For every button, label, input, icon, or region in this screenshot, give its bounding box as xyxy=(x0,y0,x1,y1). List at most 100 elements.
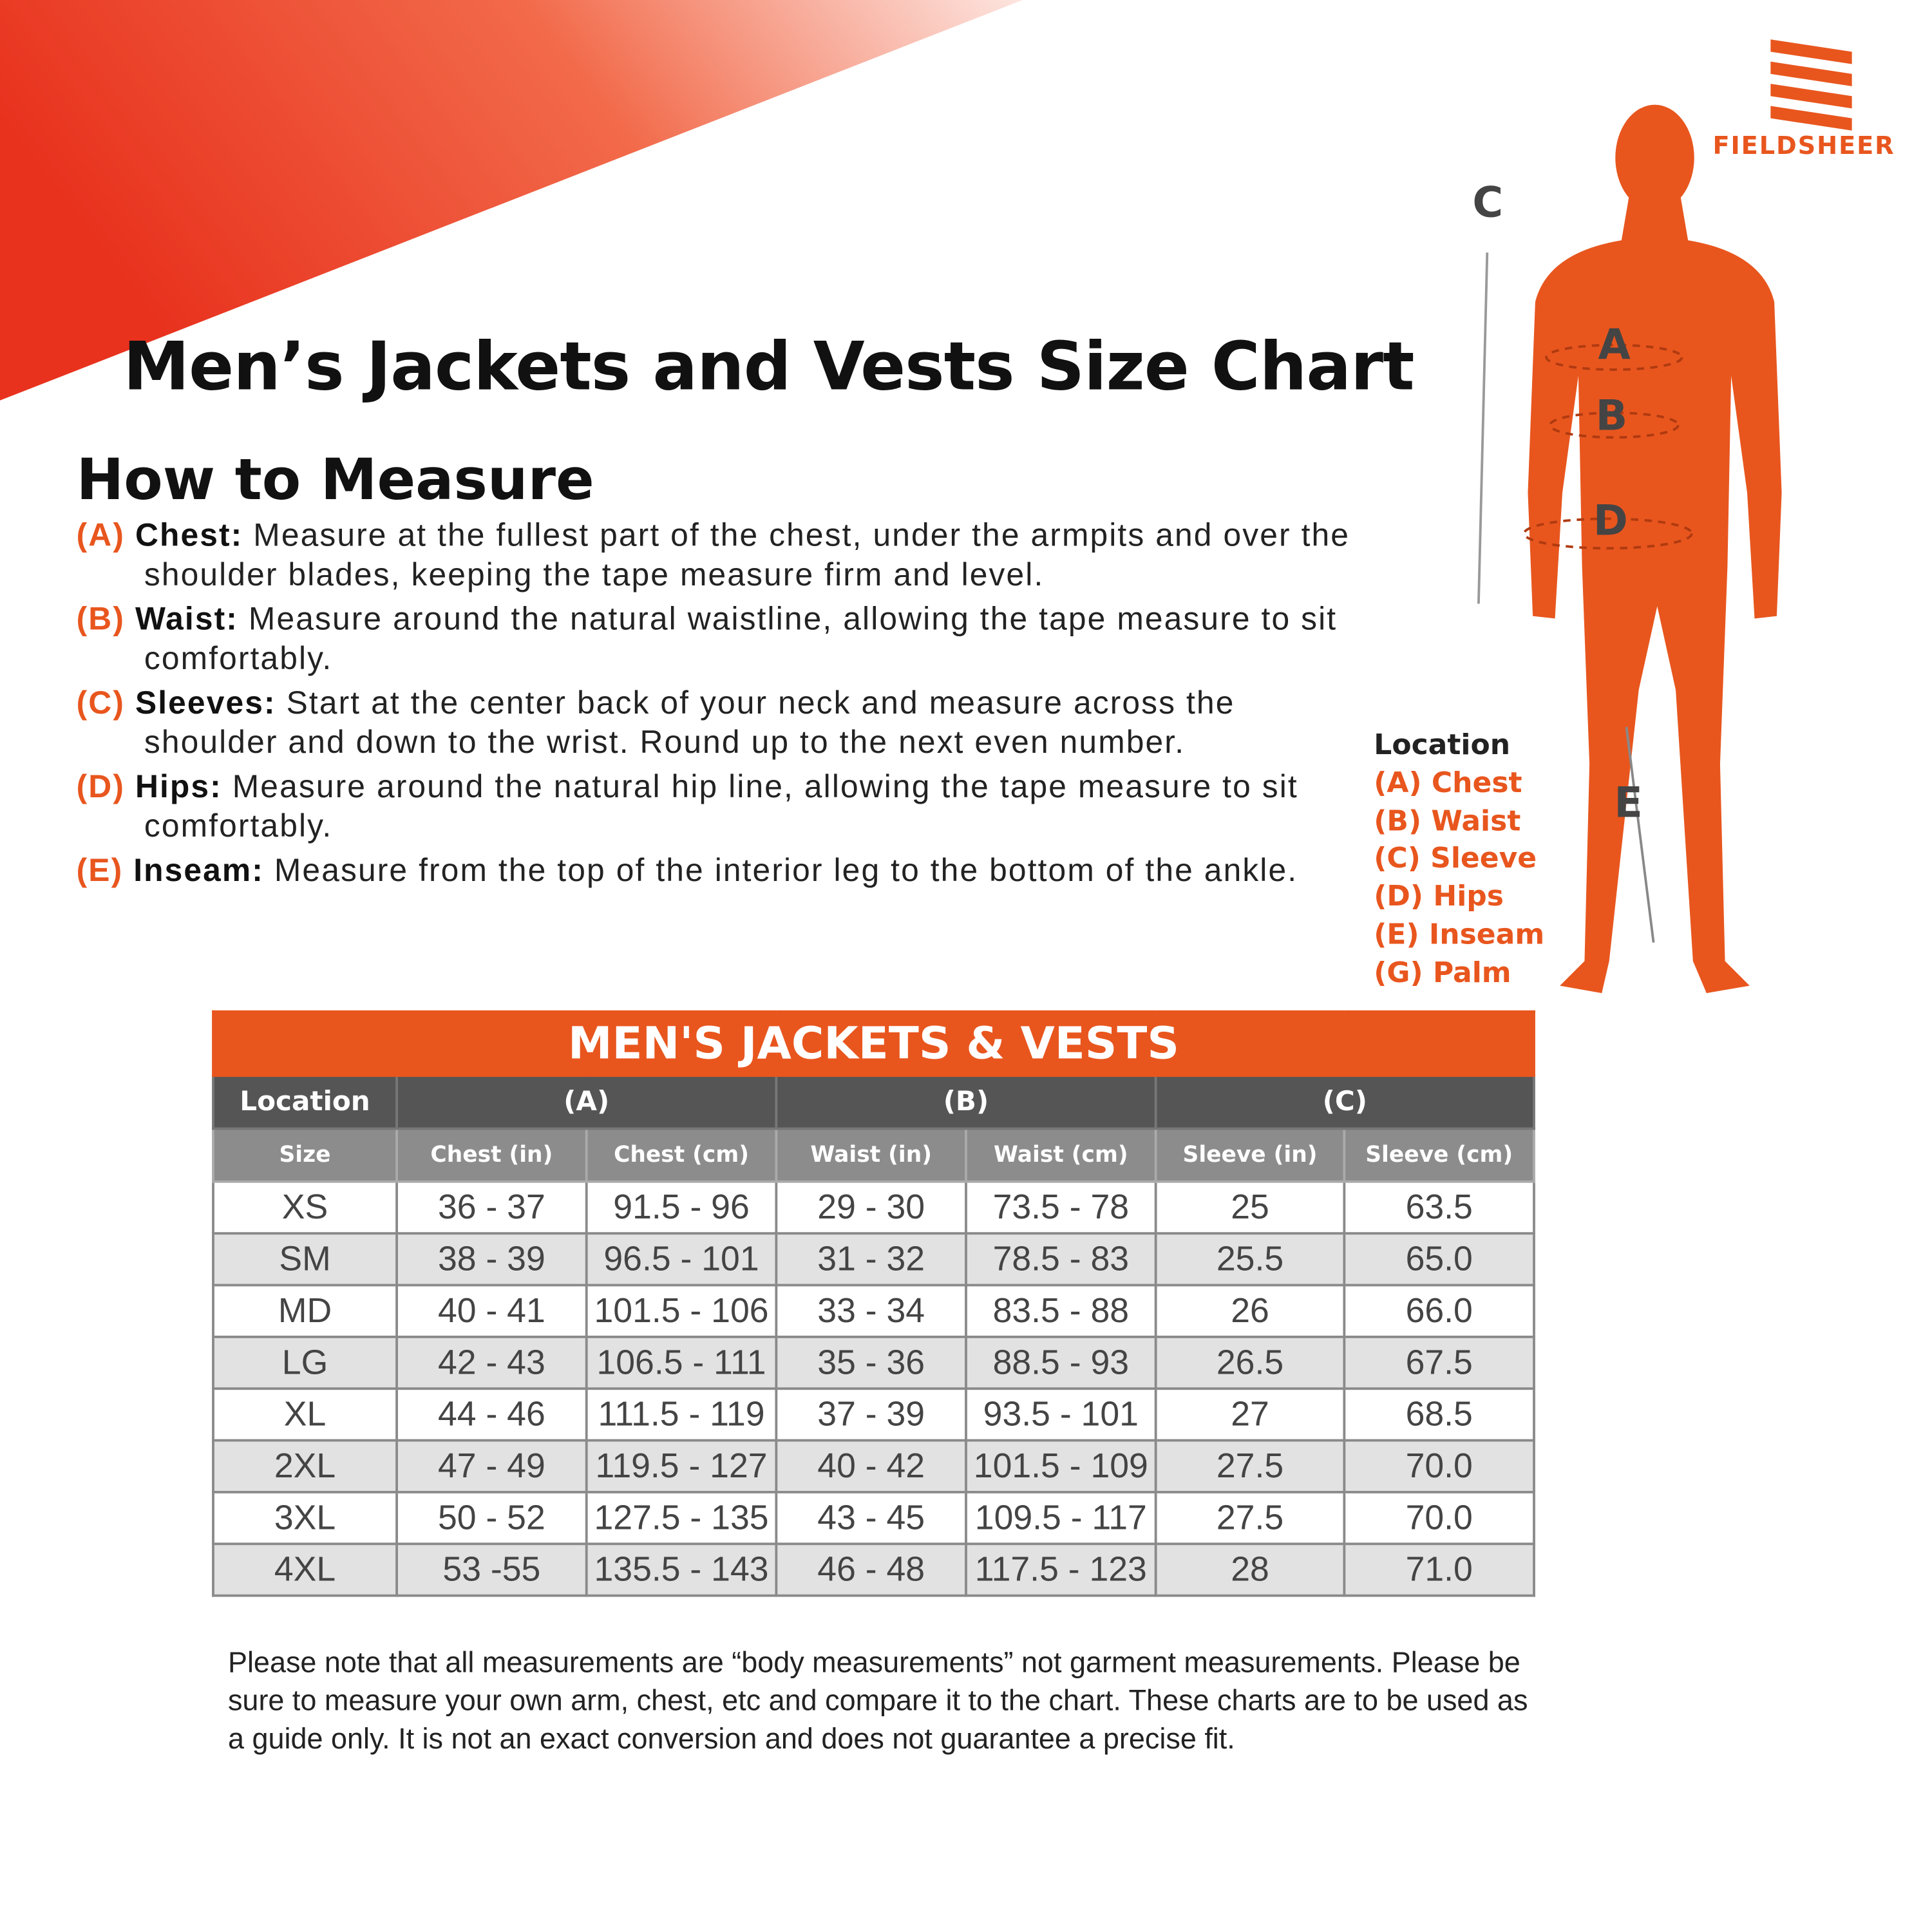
item-text: Measure at the fullest part of the chest… xyxy=(144,516,1350,593)
table-row: MD 40 - 41 101.5 - 106 33 - 34 83.5 - 88 26 66… xyxy=(212,1283,1535,1338)
table-cell: 31 - 32 xyxy=(775,1232,967,1287)
table-row: LG 42 - 43 106.5 - 111 35 - 36 88.5 - 93 26.5… xyxy=(212,1335,1535,1390)
group-header: (A) xyxy=(395,1074,778,1130)
table-cell: 37 - 39 xyxy=(775,1387,967,1442)
table-cell: 42 - 43 xyxy=(395,1335,588,1390)
figure-label: E xyxy=(1614,779,1643,828)
banner-shape xyxy=(0,0,1023,401)
table-cell: 117.5 - 123 xyxy=(965,1542,1157,1597)
table-cell: 27.5 xyxy=(1154,1439,1346,1493)
size-table: MEN'S JACKETS & VESTS Location (A) (B) (C) Si… xyxy=(212,1010,1535,1597)
table-cell: 38 - 39 xyxy=(395,1232,588,1287)
table-cell: 83.5 - 88 xyxy=(965,1283,1157,1338)
table-cell: MD xyxy=(212,1283,398,1338)
table-cell: 65.0 xyxy=(1343,1232,1535,1287)
item-name: Chest: xyxy=(135,516,243,554)
table-cell: 101.5 - 109 xyxy=(965,1439,1157,1493)
table-cell: XL xyxy=(212,1387,398,1442)
item-text: Measure from the top of the interior leg… xyxy=(274,851,1298,889)
legend-title: Location xyxy=(1374,729,1511,762)
table-cell: 93.5 - 101 xyxy=(965,1387,1157,1442)
table-cell: SM xyxy=(212,1232,398,1287)
item-name: Hips: xyxy=(135,767,222,805)
table-cell: 127.5 - 135 xyxy=(585,1491,778,1546)
table-row: 4XL 53 -55 135.5 - 143 46 - 48 117.5 - 123 28… xyxy=(212,1542,1535,1597)
item-text: Measure around the natural waistline, al… xyxy=(144,600,1338,677)
table-cell: 43 - 45 xyxy=(775,1491,967,1546)
column-header: Sleeve (cm) xyxy=(1343,1127,1535,1183)
table-cell: 35 - 36 xyxy=(775,1335,967,1390)
measure-item: (B) Waist: Measure around the natural wa… xyxy=(77,599,1358,677)
figure xyxy=(1477,104,1782,994)
group-row: Location (A) (B) (C) xyxy=(212,1074,1535,1130)
table-cell: 109.5 - 117 xyxy=(965,1491,1157,1546)
item-name: Sleeves: xyxy=(135,683,276,721)
item-label: (C) xyxy=(76,683,126,721)
item-text: Measure around the natural hip line, all… xyxy=(144,767,1298,844)
table-cell: 33 - 34 xyxy=(775,1283,967,1338)
legend-item: (E) Inseam xyxy=(1374,919,1545,952)
table-cell: 26.5 xyxy=(1154,1335,1346,1390)
item-label: (B) xyxy=(76,600,126,638)
table-cell: 36 - 37 xyxy=(395,1180,588,1235)
measure-item: (C) Sleeves: Start at the center back of… xyxy=(77,683,1358,761)
column-header: Sleeve (in) xyxy=(1154,1127,1346,1183)
table-cell: 27 xyxy=(1154,1387,1346,1442)
table-row: SM 38 - 39 96.5 - 101 31 - 32 78.5 - 83 25.5 6… xyxy=(212,1232,1535,1287)
measure-list: (A) Chest: Measure at the fullest part o… xyxy=(77,515,1358,895)
table-row: 2XL 47 - 49 119.5 - 127 40 - 42 101.5 - 109 2… xyxy=(212,1439,1535,1493)
legend-item: (C) Sleeve xyxy=(1374,843,1537,876)
table-row: 3XL 50 - 52 127.5 - 135 43 - 45 109.5 - 117 2… xyxy=(212,1491,1535,1546)
item-label: (E) xyxy=(76,851,124,889)
table-row: XS 36 - 37 91.5 - 96 29 - 30 73.5 - 78 25 63.5 xyxy=(212,1180,1535,1235)
location-legend: Location (A) Chest (B) Waist (C) Sleeve (D)… xyxy=(1374,727,1544,992)
column-header: Size xyxy=(212,1127,398,1183)
table-cell: 50 - 52 xyxy=(395,1491,588,1546)
column-header: Chest (in) xyxy=(395,1127,588,1183)
table-cell: 27.5 xyxy=(1154,1491,1346,1546)
item-name: Inseam: xyxy=(133,851,264,889)
item-name: Waist: xyxy=(135,600,238,638)
table-cell: 96.5 - 101 xyxy=(585,1232,778,1287)
table-cell: 47 - 49 xyxy=(395,1439,588,1493)
table-cell: 68.5 xyxy=(1343,1387,1535,1442)
column-header: Waist (in) xyxy=(775,1127,967,1183)
table-cell: 119.5 - 127 xyxy=(585,1439,778,1493)
column-header: Waist (cm) xyxy=(965,1127,1157,1183)
legend-item: (B) Waist xyxy=(1374,805,1521,838)
table-cell: 70.0 xyxy=(1343,1439,1535,1493)
item-text: Start at the center back of your neck an… xyxy=(144,683,1235,761)
table-cell: 53 -55 xyxy=(395,1542,588,1597)
column-header: Chest (cm) xyxy=(585,1127,778,1183)
page-title: Men’s Jackets and Vests Size Chart xyxy=(123,327,1414,406)
table-cell: 106.5 - 111 xyxy=(585,1335,778,1390)
table-cell: 101.5 - 106 xyxy=(585,1283,778,1338)
table-row: XL 44 - 46 111.5 - 119 37 - 39 93.5 - 101 27 6… xyxy=(212,1387,1535,1442)
measure-item: (A) Chest: Measure at the fullest part o… xyxy=(77,515,1358,594)
table-cell: 25.5 xyxy=(1154,1232,1346,1287)
measure-item: (E) Inseam: Measure from the top of the … xyxy=(77,850,1358,889)
figure-label: C xyxy=(1472,178,1504,228)
figure-label: D xyxy=(1593,497,1628,546)
table-cell: 73.5 - 78 xyxy=(965,1180,1157,1235)
table-cell: 63.5 xyxy=(1343,1180,1535,1235)
table-cell: 40 - 41 xyxy=(395,1283,588,1338)
figure-label: B xyxy=(1595,392,1628,441)
group-header: Location xyxy=(212,1074,398,1130)
table-cell: 40 - 42 xyxy=(775,1439,967,1493)
legend-item: (G) Palm xyxy=(1374,957,1511,989)
table-cell: 67.5 xyxy=(1343,1335,1535,1390)
table-cell: 88.5 - 93 xyxy=(965,1335,1157,1390)
table-cell: LG xyxy=(212,1335,398,1390)
table-cell: 3XL xyxy=(212,1491,398,1546)
table-cell: 2XL xyxy=(212,1439,398,1493)
section-title: How to Measure xyxy=(76,446,594,513)
table-cell: 70.0 xyxy=(1343,1491,1535,1546)
brand: FIELDSHEER xyxy=(1712,130,1895,160)
table-cell: 111.5 - 119 xyxy=(585,1387,778,1442)
measure-item: (D) Hips: Measure around the natural hip… xyxy=(77,766,1358,845)
table-cell: 29 - 30 xyxy=(775,1180,967,1235)
item-label: (A) xyxy=(76,516,126,554)
